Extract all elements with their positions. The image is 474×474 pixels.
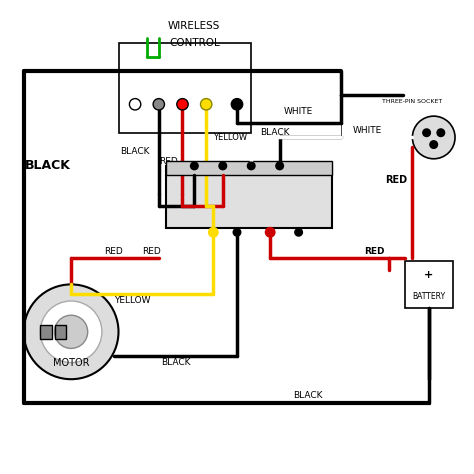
FancyBboxPatch shape xyxy=(40,325,52,339)
Circle shape xyxy=(153,99,164,110)
Text: RED: RED xyxy=(364,247,385,255)
Text: BLACK: BLACK xyxy=(293,392,323,400)
Circle shape xyxy=(437,129,445,137)
Text: YELLOW: YELLOW xyxy=(213,133,247,142)
Text: RED: RED xyxy=(159,157,178,165)
Text: BATTERY: BATTERY xyxy=(412,292,446,301)
FancyBboxPatch shape xyxy=(166,161,332,175)
Circle shape xyxy=(191,162,198,170)
Circle shape xyxy=(423,129,430,137)
Text: BLACK: BLACK xyxy=(120,147,150,156)
Circle shape xyxy=(231,99,243,110)
FancyBboxPatch shape xyxy=(166,166,332,228)
Text: THREE-PIN SOCKET: THREE-PIN SOCKET xyxy=(382,100,443,104)
Circle shape xyxy=(233,228,241,236)
Text: RED: RED xyxy=(142,247,161,255)
Text: RED: RED xyxy=(104,247,123,255)
FancyBboxPatch shape xyxy=(55,325,66,339)
Circle shape xyxy=(276,162,283,170)
Circle shape xyxy=(209,228,218,237)
FancyBboxPatch shape xyxy=(405,261,453,308)
Text: WHITE: WHITE xyxy=(284,107,313,116)
Text: YELLOW: YELLOW xyxy=(114,297,151,305)
Text: WIRELESS: WIRELESS xyxy=(168,21,220,31)
Circle shape xyxy=(24,284,119,379)
Text: BLACK: BLACK xyxy=(260,128,290,137)
Text: +: + xyxy=(424,270,434,280)
Circle shape xyxy=(412,116,455,159)
Circle shape xyxy=(40,301,102,363)
FancyBboxPatch shape xyxy=(118,43,251,133)
Circle shape xyxy=(129,99,141,110)
Text: MOTOR: MOTOR xyxy=(53,357,90,368)
Text: RED: RED xyxy=(385,175,407,185)
Text: BLACK: BLACK xyxy=(161,358,190,367)
Circle shape xyxy=(265,228,275,237)
Circle shape xyxy=(177,99,188,110)
Text: BLACK: BLACK xyxy=(25,159,70,173)
Text: CONTROL: CONTROL xyxy=(169,37,220,48)
Circle shape xyxy=(430,141,438,148)
Text: WHITE: WHITE xyxy=(353,126,382,135)
Circle shape xyxy=(295,228,302,236)
Circle shape xyxy=(247,162,255,170)
Circle shape xyxy=(201,99,212,110)
Circle shape xyxy=(55,315,88,348)
Circle shape xyxy=(219,162,227,170)
